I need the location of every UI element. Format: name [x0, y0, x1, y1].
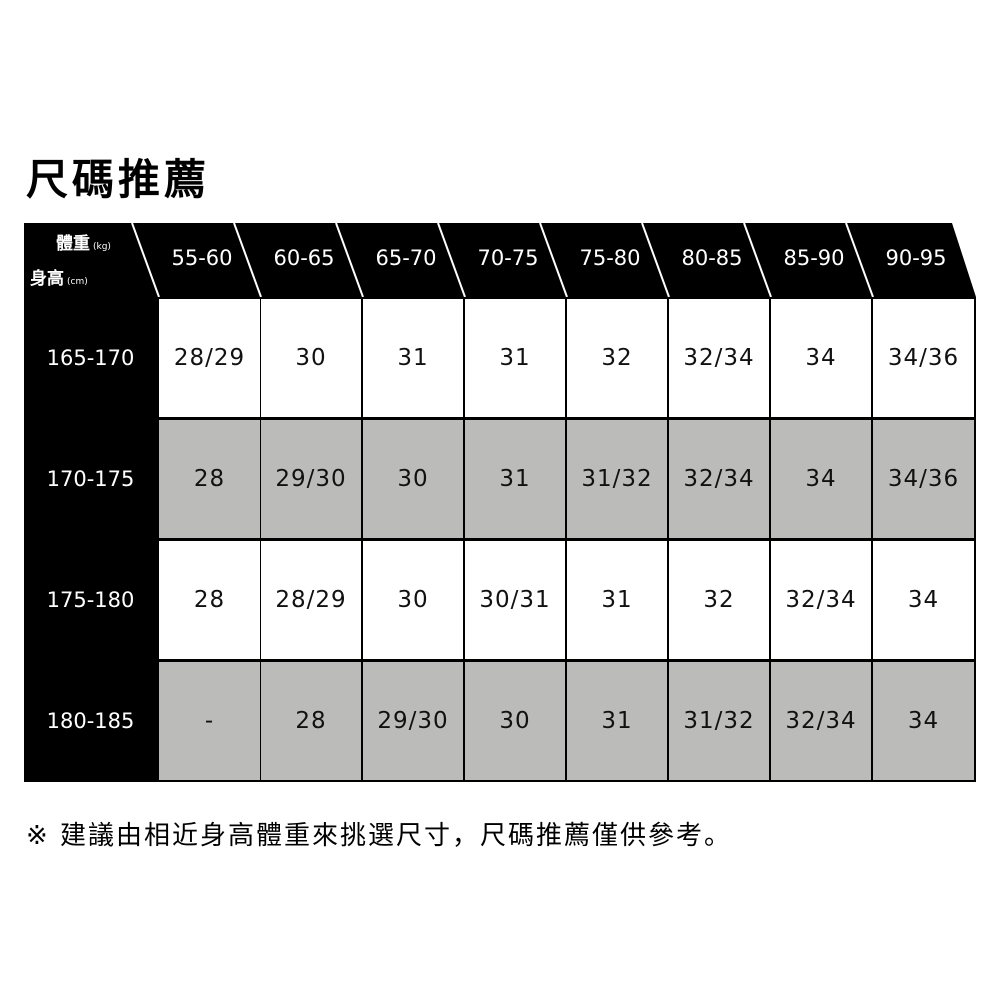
height-axis-label: 身高 (cm): [30, 264, 88, 289]
size-cell: 32/34: [771, 662, 871, 780]
size-cell: 31/32: [669, 662, 769, 780]
size-cell: 31: [567, 541, 667, 659]
size-cell: 28: [159, 541, 260, 659]
weight-header: 90-95: [885, 246, 947, 270]
height-unit: (cm): [67, 277, 88, 287]
size-cell: 31/32: [567, 420, 667, 538]
size-cell: 32: [567, 299, 667, 417]
size-cell: 28/29: [261, 541, 361, 659]
table-header-band: [24, 223, 976, 297]
size-cell: 30: [363, 541, 463, 659]
size-cell: 28: [261, 662, 361, 780]
weight-header: 80-85: [681, 246, 743, 270]
size-cell: 34: [771, 420, 871, 538]
size-cell: 30: [465, 662, 565, 780]
table-row: 175-180 28 28/29 30 30/31 31 32 32/34 34: [24, 541, 976, 659]
size-cell: 31: [363, 299, 463, 417]
size-cell: 29/30: [363, 662, 463, 780]
table-row: 165-170 28/29 30 31 31 32 32/34 34 34/36: [24, 299, 976, 417]
header-divider: [335, 223, 364, 297]
size-cell: 30: [261, 299, 361, 417]
size-cell: 32/34: [669, 299, 769, 417]
weight-axis-label: 體重 (kg): [56, 229, 111, 254]
footnote: ※ 建議由相近身高體重來挑選尺寸，尺碼推薦僅供參考。: [26, 821, 733, 851]
height-label-cell: 180-185: [24, 662, 157, 780]
size-cell: 29/30: [261, 420, 361, 538]
size-table: 165-170 28/29 30 31 31 32 32/34 34 34/36 170-175 2…: [24, 297, 976, 782]
size-cell: 31: [567, 662, 667, 780]
size-cell: 34: [873, 541, 974, 659]
size-cell: 30/31: [465, 541, 565, 659]
table-row: 170-175 28 29/30 30 31 31/32 32/34 34 34/36: [24, 420, 976, 538]
height-label: 身高: [30, 269, 64, 289]
size-cell: 34: [873, 662, 974, 780]
header-divider: [845, 223, 874, 297]
size-cell: 32: [669, 541, 769, 659]
size-cell: 32/34: [669, 420, 769, 538]
size-cell: 34/36: [873, 420, 974, 538]
size-cell: 34: [771, 299, 871, 417]
weight-header: 55-60: [171, 246, 233, 270]
height-label-cell: 175-180: [24, 541, 157, 659]
height-label-cell: 165-170: [24, 299, 157, 417]
size-cell: 28/29: [159, 299, 260, 417]
height-label-cell: 170-175: [24, 420, 157, 538]
weight-header: 85-90: [783, 246, 845, 270]
size-cell: -: [159, 662, 260, 780]
header-background: [24, 223, 976, 297]
size-cell: 31: [465, 299, 565, 417]
header-divider: [233, 223, 262, 297]
weight-header: 60-65: [273, 246, 335, 270]
header-divider: [539, 223, 568, 297]
weight-unit: (kg): [93, 242, 111, 252]
size-cell: 30: [363, 420, 463, 538]
size-cell: 31: [465, 420, 565, 538]
header-divider: [641, 223, 670, 297]
weight-header: 75-80: [579, 246, 641, 270]
header-divider: [743, 223, 772, 297]
header-divider: [131, 223, 160, 297]
weight-label: 體重: [56, 234, 90, 254]
size-cell: 34/36: [873, 299, 974, 417]
table-row: 180-185-28 29/30 30 31 31/32 32/34 34: [24, 662, 976, 780]
header-divider: [437, 223, 466, 297]
size-cell: 28: [159, 420, 260, 538]
weight-header: 70-75: [477, 246, 539, 270]
weight-header: 65-70: [375, 246, 437, 270]
size-cell: 32/34: [771, 541, 871, 659]
page-title: 尺碼推薦: [26, 155, 211, 204]
